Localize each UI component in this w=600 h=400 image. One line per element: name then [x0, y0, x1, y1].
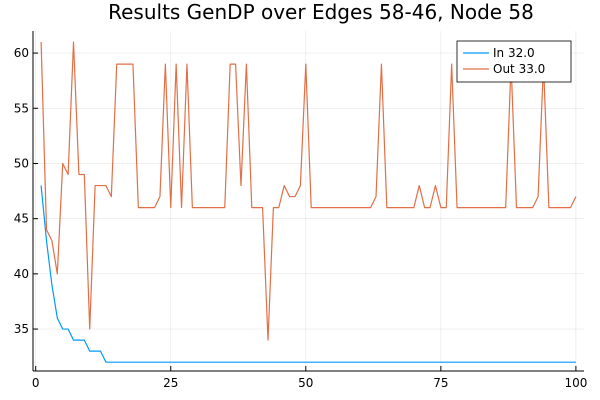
- y-tick-label: 45: [14, 212, 29, 226]
- x-tick-label: 50: [298, 376, 313, 390]
- chart-title: Results GenDP over Edges 58-46, Node 58: [108, 0, 534, 24]
- series-line-2: [40, 41, 577, 341]
- legend-box: [456, 40, 572, 83]
- x-tick-label: 75: [433, 376, 448, 390]
- grid: [33, 31, 584, 371]
- legend-label: Out 33.0: [493, 62, 545, 76]
- x-tick-label: 25: [163, 376, 178, 390]
- legend-label: In 32.0: [493, 46, 535, 60]
- x-tick-label: 0: [32, 376, 40, 390]
- series-line-1: [40, 185, 576, 363]
- tick-labels: 0 25 50 75 100 35 40 45 50 55 60: [14, 46, 588, 390]
- y-tick-label: 55: [14, 101, 29, 115]
- y-tick-label: 60: [14, 46, 29, 60]
- series-layer: [40, 41, 577, 363]
- legend: In 32.0 Out 33.0: [456, 40, 572, 83]
- x-tick-label: 100: [564, 376, 587, 390]
- axes: [32, 31, 584, 372]
- y-tick-label: 35: [14, 322, 29, 336]
- y-tick-label: 40: [14, 267, 29, 281]
- y-tick-label: 50: [14, 156, 29, 170]
